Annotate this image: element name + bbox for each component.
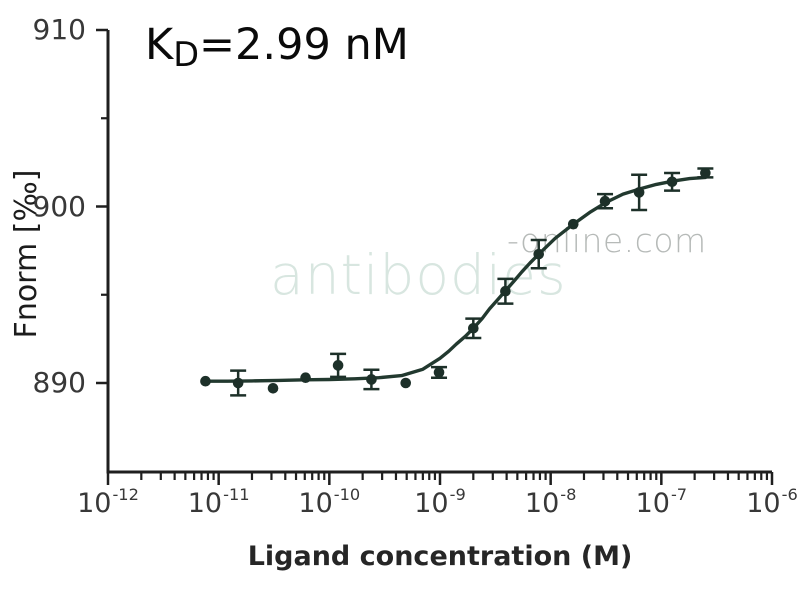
y-tick-label: 910 [32, 13, 86, 46]
x-tick-base: 10 [635, 488, 670, 519]
x-tick-label: 10-11 [187, 485, 250, 520]
fit-curve [203, 175, 708, 383]
data-point [633, 187, 645, 198]
x-tick-base: 10 [187, 488, 223, 519]
x-tick-label: 10-10 [298, 485, 361, 520]
x-tick-exponent: -7 [670, 485, 688, 505]
data-point [599, 195, 611, 207]
x-tick-base: 10 [298, 488, 333, 519]
data-point [200, 375, 211, 387]
x-tick-exponent: -9 [449, 485, 466, 505]
data-point [267, 382, 279, 394]
data-point [700, 167, 711, 179]
data-point [468, 322, 479, 334]
x-axis-label: Ligand concentration (M) [247, 541, 633, 572]
x-tick-exponent: -6 [781, 485, 798, 505]
data-point [332, 360, 344, 371]
data-point [666, 176, 678, 188]
x-tick-base: 10 [77, 488, 112, 519]
data-point [366, 374, 377, 385]
data-point [300, 372, 311, 384]
x-tick-base: 10 [746, 488, 781, 519]
x-tick-label: 10-9 [414, 485, 466, 520]
data-point [232, 377, 244, 389]
title-kd-subscript: D [173, 35, 200, 75]
chart-title: KD=2.99 nM [145, 20, 409, 74]
x-tick-exponent: -11 [223, 485, 250, 505]
x-tick-label: 10-7 [635, 485, 688, 520]
x-tick-exponent: -12 [112, 485, 139, 505]
title-k: K [145, 20, 174, 70]
title-value: =2.99 nM [199, 20, 409, 70]
x-tick-label: 10-12 [77, 485, 139, 520]
data-point [400, 377, 412, 389]
y-axis-label: Fnorm [‰] [9, 169, 44, 339]
y-tick-label: 900 [32, 189, 86, 223]
watermark-antibodies: antibodies [270, 243, 567, 307]
x-tick-exponent: -8 [560, 485, 577, 505]
x-tick-exponent: -10 [333, 485, 361, 505]
data-point [433, 367, 445, 378]
data-point [533, 248, 545, 260]
data-point [567, 218, 579, 230]
data-point [500, 285, 511, 297]
x-tick-label: 10-8 [524, 485, 577, 520]
y-tick-label: 890 [32, 366, 86, 399]
x-tick-label: 10-6 [746, 485, 798, 520]
x-tick-base: 10 [414, 488, 449, 519]
x-tick-base: 10 [524, 488, 560, 519]
